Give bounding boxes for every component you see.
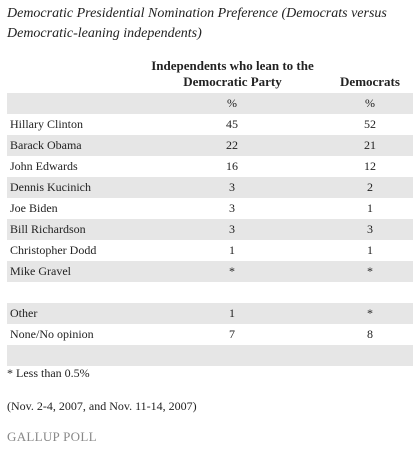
unit-label: % bbox=[227, 96, 237, 110]
cell: * bbox=[367, 264, 373, 278]
table-row bbox=[7, 282, 413, 303]
row-label: Other bbox=[10, 306, 38, 320]
cell: 45 bbox=[226, 117, 238, 131]
cell: 1 bbox=[367, 201, 373, 215]
row-label: John Edwards bbox=[10, 159, 78, 173]
cell: 22 bbox=[226, 138, 238, 152]
row-label: Christopher Dodd bbox=[10, 243, 97, 257]
table-row: Mike Gravel * * bbox=[7, 261, 413, 282]
table-row: %% bbox=[7, 93, 413, 114]
cell: 1 bbox=[367, 243, 373, 257]
cell: 12 bbox=[364, 159, 376, 173]
cell: 3 bbox=[229, 222, 235, 236]
cell: 3 bbox=[229, 180, 235, 194]
cell: 3 bbox=[367, 222, 373, 236]
cell: 7 bbox=[229, 327, 235, 341]
cell: * bbox=[229, 264, 235, 278]
row-label: None/No opinion bbox=[10, 327, 94, 341]
table-row: None/No opinion 7 8 bbox=[7, 324, 413, 345]
cell: 1 bbox=[229, 243, 235, 257]
dates: (Nov. 2-4, 2007, and Nov. 11-14, 2007) bbox=[7, 399, 197, 413]
row-label: Dennis Kucinich bbox=[10, 180, 91, 194]
table-row: Other 1 * bbox=[7, 303, 413, 324]
table-row bbox=[7, 345, 413, 366]
cell: 8 bbox=[367, 327, 373, 341]
cell: 3 bbox=[229, 201, 235, 215]
table-row: Dennis Kucinich 3 2 bbox=[7, 177, 413, 198]
column-header: Independents who lean to the Democratic … bbox=[151, 58, 314, 89]
cell: 52 bbox=[364, 117, 376, 131]
table-row: Bill Richardson 3 3 bbox=[7, 219, 413, 240]
cell: 21 bbox=[364, 138, 376, 152]
table-row: Barack Obama 22 21 bbox=[7, 135, 413, 156]
title: Democratic Presidential Nomination Prefe… bbox=[7, 6, 387, 41]
cell: 2 bbox=[367, 180, 373, 194]
table-row: John Edwards 16 12 bbox=[7, 156, 413, 177]
footnote: * Less than 0.5% bbox=[7, 366, 90, 380]
table-row: Hillary Clinton 45 52 bbox=[7, 114, 413, 135]
unit-label: % bbox=[365, 96, 375, 110]
row-label: Bill Richardson bbox=[10, 222, 86, 236]
row-label: Barack Obama bbox=[10, 138, 82, 152]
row-label: Mike Gravel bbox=[10, 264, 71, 278]
table-row: Christopher Dodd 1 1 bbox=[7, 240, 413, 261]
table-row: Joe Biden 3 1 bbox=[7, 198, 413, 219]
cell: * bbox=[367, 306, 373, 320]
cell: 1 bbox=[229, 306, 235, 320]
row-label: Joe Biden bbox=[10, 201, 58, 215]
brand: GALLUP POLL bbox=[7, 429, 97, 444]
column-header: Democrats bbox=[340, 74, 400, 89]
row-label: Hillary Clinton bbox=[10, 117, 83, 131]
cell: 16 bbox=[226, 159, 238, 173]
